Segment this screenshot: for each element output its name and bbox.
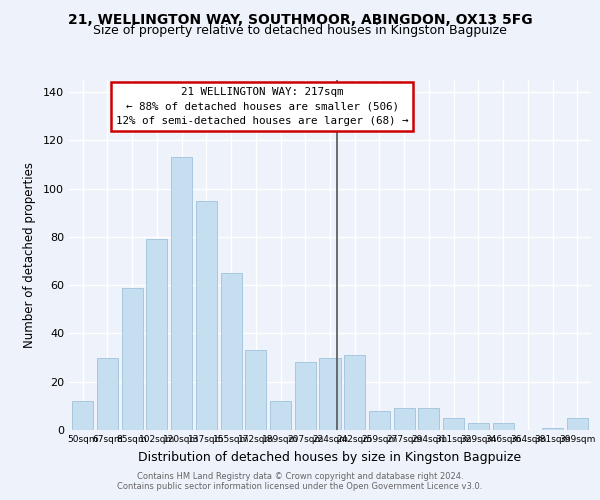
Bar <box>171 157 192 430</box>
Text: 21, WELLINGTON WAY, SOUTHMOOR, ABINGDON, OX13 5FG: 21, WELLINGTON WAY, SOUTHMOOR, ABINGDON,… <box>68 12 532 26</box>
Bar <box>319 358 341 430</box>
Bar <box>97 358 118 430</box>
Bar <box>146 240 167 430</box>
Text: Contains HM Land Registry data © Crown copyright and database right 2024.: Contains HM Land Registry data © Crown c… <box>137 472 463 481</box>
Bar <box>245 350 266 430</box>
X-axis label: Distribution of detached houses by size in Kingston Bagpuize: Distribution of detached houses by size … <box>139 451 521 464</box>
Bar <box>221 273 242 430</box>
Bar <box>295 362 316 430</box>
Bar <box>270 401 291 430</box>
Y-axis label: Number of detached properties: Number of detached properties <box>23 162 36 348</box>
Bar <box>72 401 93 430</box>
Bar <box>394 408 415 430</box>
Bar <box>542 428 563 430</box>
Text: Size of property relative to detached houses in Kingston Bagpuize: Size of property relative to detached ho… <box>93 24 507 37</box>
Bar <box>418 408 439 430</box>
Bar <box>369 410 390 430</box>
Bar <box>443 418 464 430</box>
Bar <box>196 200 217 430</box>
Text: 21 WELLINGTON WAY: 217sqm
← 88% of detached houses are smaller (506)
12% of semi: 21 WELLINGTON WAY: 217sqm ← 88% of detac… <box>116 87 409 126</box>
Bar <box>468 423 489 430</box>
Bar <box>567 418 588 430</box>
Bar <box>493 423 514 430</box>
Text: Contains public sector information licensed under the Open Government Licence v3: Contains public sector information licen… <box>118 482 482 491</box>
Bar <box>122 288 143 430</box>
Bar <box>344 355 365 430</box>
